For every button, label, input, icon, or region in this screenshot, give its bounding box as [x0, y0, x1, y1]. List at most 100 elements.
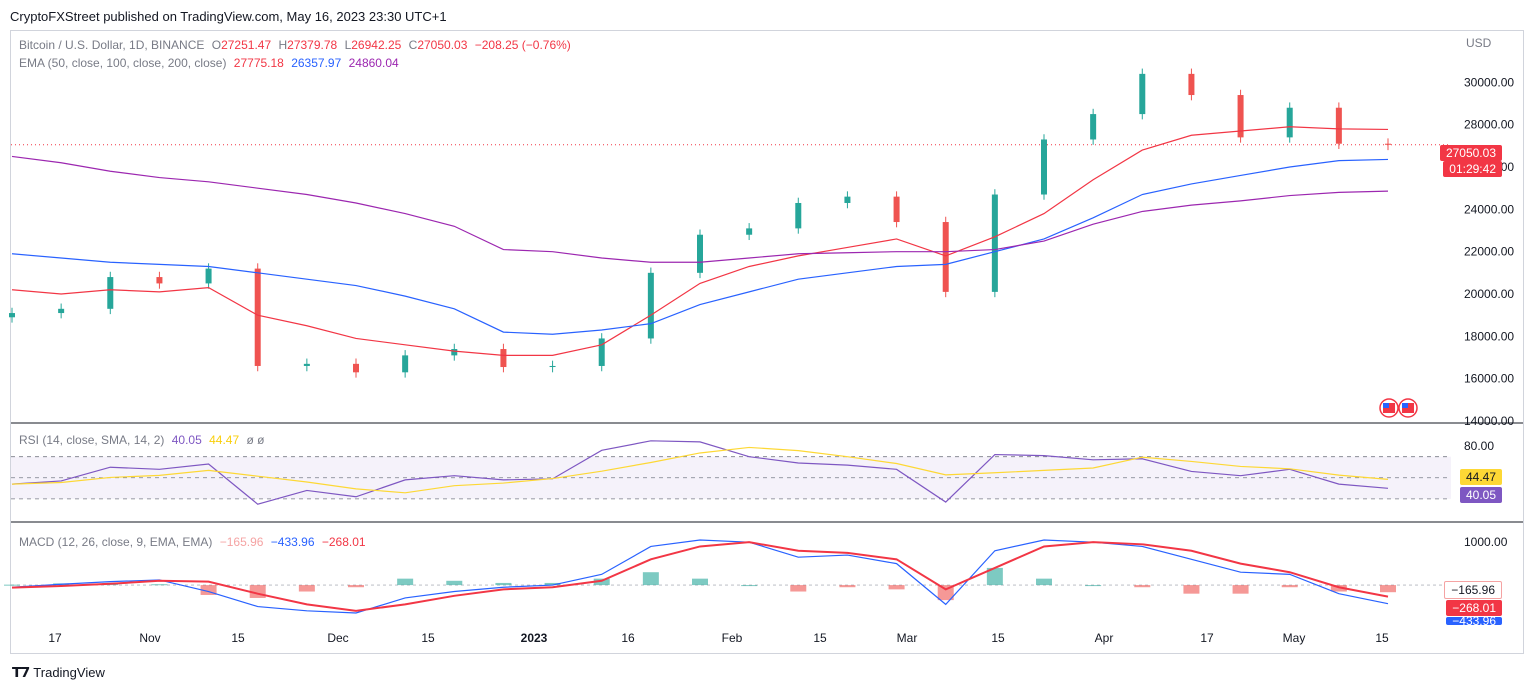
ema-line-100	[11, 158, 1389, 335]
macd-badge: −433.96	[1446, 617, 1502, 625]
macd-histogram-bar	[1232, 585, 1249, 594]
time-tick-label: Apr	[1095, 631, 1114, 645]
candle-body	[1237, 95, 1244, 138]
price-tick-label: 20000.00	[1464, 287, 1514, 301]
candle-body	[1385, 143, 1391, 145]
flag-canton-icon	[1383, 403, 1389, 408]
price-tick-label: 18000.00	[1464, 329, 1514, 343]
candle-body	[402, 355, 409, 373]
candle-body	[500, 349, 507, 368]
macd-signal-badge: −268.01	[1446, 600, 1502, 616]
rsi-line	[11, 440, 1389, 505]
time-tick-label: 15	[231, 631, 245, 645]
macd-histogram-bar	[348, 585, 364, 588]
macd-legend: MACD (12, 26, close, 9, EMA, EMA) −165.9…	[19, 535, 370, 549]
candle-body	[1286, 107, 1293, 138]
ema50-value: 27775.18	[233, 56, 284, 70]
macd-histogram-bar	[151, 584, 168, 586]
candle-body	[156, 277, 163, 284]
rsi-tick-label: 80.00	[1464, 439, 1494, 453]
candle-body	[598, 338, 605, 366]
price-tick-label: 30000.00	[1464, 75, 1514, 89]
macd-histogram-bar	[986, 567, 1003, 586]
symbol-label: Bitcoin / U.S. Dollar, 1D, BINANCE	[19, 38, 205, 52]
price-tick-label: 22000.00	[1464, 245, 1514, 259]
time-tick-label: 15	[991, 631, 1005, 645]
candle-body	[893, 196, 900, 223]
rsi-value: 40.05	[171, 433, 202, 447]
rsi-label: RSI (14, close, SMA, 14, 2)	[19, 433, 165, 447]
macd-tick-label: 1000.00	[1464, 535, 1508, 549]
flag-canton-icon	[1402, 403, 1408, 408]
macd-histogram-bar	[1036, 578, 1052, 586]
candle-body	[58, 308, 65, 314]
tradingview-logo-icon: 𝗧𝟳	[12, 664, 30, 680]
candle-body	[254, 268, 261, 366]
rsi-sma-line	[11, 446, 1389, 494]
macd-histogram-bar	[446, 580, 463, 586]
close-value: 27050.03	[417, 38, 468, 52]
candle-body	[107, 277, 114, 309]
candle-body	[746, 228, 753, 235]
price-tick-label: 28000.00	[1464, 118, 1514, 132]
open-label: O	[211, 38, 222, 52]
candle-body	[647, 272, 654, 339]
footer-brand: TradingView	[33, 665, 105, 680]
high-label: H	[278, 38, 288, 52]
candle-body	[9, 313, 15, 318]
macd-histogram-bar	[1281, 585, 1298, 588]
high-value: 27379.78	[287, 38, 338, 52]
time-tick-label: 2023	[521, 631, 548, 645]
macd-histogram-bar	[1380, 585, 1396, 593]
candle-body	[451, 349, 458, 356]
time-tick-label: 15	[813, 631, 827, 645]
macd-histogram-bar	[298, 585, 315, 592]
change-value: −208.25 (−0.76%)	[474, 38, 571, 52]
macd-histogram-bar	[397, 578, 414, 586]
currency-label: USD	[1466, 36, 1492, 50]
macd-histogram-bar	[1183, 585, 1200, 594]
price-tick-label: 24000.00	[1464, 202, 1514, 216]
macd-signal-value: −268.01	[321, 535, 366, 549]
candle-body	[697, 234, 703, 273]
macd-hist-badge: −165.96	[1444, 581, 1502, 599]
price-badge: 27050.03	[1439, 145, 1502, 161]
macd-hist-value: −165.96	[219, 535, 264, 549]
macd-line	[11, 539, 1389, 614]
macd-histogram-bar	[1134, 585, 1151, 588]
macd-label: MACD (12, 26, close, 9, EMA, EMA)	[19, 535, 213, 549]
macd-histogram-bar	[1330, 585, 1347, 592]
rsi-sma-value: 44.47	[209, 433, 240, 447]
macd-histogram-bar	[741, 585, 758, 587]
time-tick-label: Mar	[897, 631, 918, 645]
low-label: L	[344, 38, 352, 52]
time-tick-label: Nov	[139, 631, 160, 645]
rsi-sma-badge: 44.47	[1459, 469, 1502, 485]
time-tick-label: Dec	[327, 631, 348, 645]
candle-body	[1041, 139, 1047, 195]
candle-body	[991, 194, 998, 292]
candle-body	[795, 202, 802, 229]
publisher-line: CryptoFXStreet published on TradingView.…	[10, 9, 447, 24]
candle-body	[353, 363, 359, 373]
ema-label: EMA (50, close, 100, close, 200, close)	[19, 56, 227, 70]
time-tick-label: Feb	[722, 631, 743, 645]
macd-histogram-bar	[692, 578, 708, 586]
rsi-extra: ø ø	[246, 433, 265, 447]
candle-body	[205, 268, 212, 284]
macd-histogram-bar	[839, 585, 856, 588]
ema-legend: EMA (50, close, 100, close, 200, close) …	[19, 56, 403, 70]
candle-body	[1335, 107, 1342, 144]
chart-frame	[10, 30, 1524, 654]
macd-histogram-bar	[593, 578, 610, 586]
candle-body	[1188, 73, 1195, 96]
macd-histogram-bar	[4, 584, 20, 586]
open-value: 27251.47	[221, 38, 272, 52]
time-tick-label: 15	[421, 631, 435, 645]
macd-histogram-bar	[495, 582, 512, 586]
footer: 𝗧𝟳 TradingView	[12, 664, 105, 681]
time-tick-label: 16	[621, 631, 635, 645]
candle-body	[844, 196, 851, 203]
candle-body	[1139, 73, 1146, 115]
